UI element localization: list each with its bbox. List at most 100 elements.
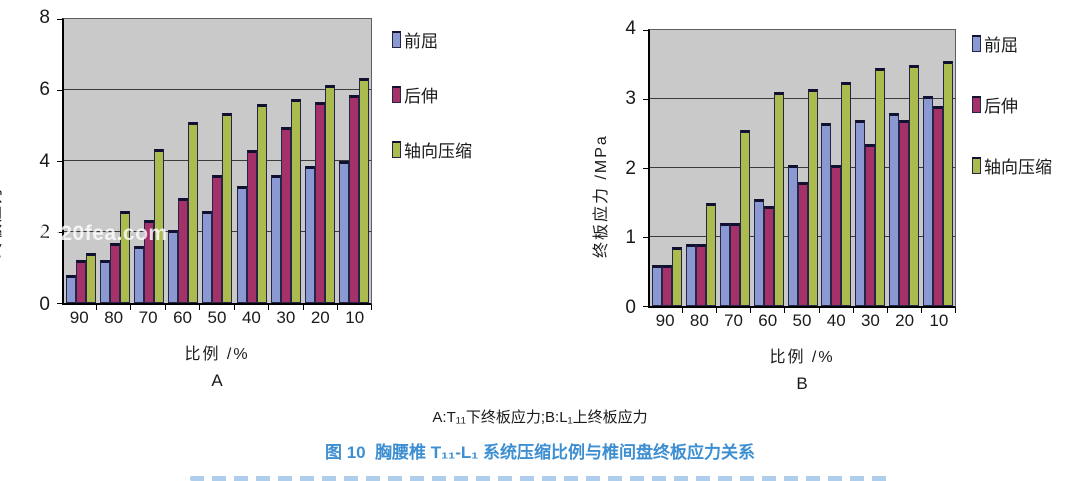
bar-groups [650,30,955,306]
bar-extension [763,205,774,306]
bar-axial-compression [705,202,716,306]
bar-group [650,30,684,306]
bar-front-flexion [66,274,77,303]
bar-axial-compression [222,113,233,303]
x-category-label: 30 [853,308,889,331]
bar-front-flexion [719,223,730,306]
figure-title: 图 10 胸腰椎 T₁₁-L₁ 系统压缩比例与椎间盘终板应力关系 [324,443,756,462]
panel-letter: A [211,371,223,390]
legend-swatch [392,31,401,48]
bar-group [718,30,752,306]
x-category-label: 90 [648,308,683,331]
bar-front-flexion [685,243,696,306]
bar-extension [899,119,910,306]
bar-axial-compression [188,121,199,303]
y-tick-mark [57,89,62,91]
bar-extension [695,243,706,306]
bar-group [337,19,371,303]
bar-axial-compression [807,88,818,306]
legend-item: 前屈 [392,27,472,52]
x-axis-title: 比例 /% [184,346,250,363]
legend: 前屈 后伸 轴向压缩 [972,31,1052,178]
bar-extension [110,242,121,303]
bar-axial-compression [739,130,750,306]
y-axis-label: 终板应力 /MPa [0,134,4,258]
bar-extension [797,181,808,306]
x-category-label: 40 [819,308,855,331]
y-tick-label: 0 [39,294,50,315]
bar-front-flexion [338,161,349,303]
bar-group [269,19,303,303]
legend: 前屈后伸轴向压缩 [392,27,472,162]
legend-swatch [972,35,981,52]
panel-letter: B [796,374,808,393]
y-tick-mark [643,305,648,307]
y-tick-label: 2 [39,222,50,244]
y-tick-mark [643,167,648,169]
x-category-label: 60 [165,305,201,328]
legend-item: 前屈 [972,31,1052,56]
bar-axial-compression [358,77,369,303]
bar-extension [280,127,291,303]
legend-item: 轴向压缩 [392,137,472,162]
x-axis-title: 比例 /% [769,349,835,366]
legend-item: 后伸 [392,82,472,107]
x-category-label: 50 [200,305,236,328]
bar-group [819,30,853,306]
bar-group [200,19,234,303]
bar-extension [246,150,257,303]
legend-swatch [392,86,401,103]
bar-extension [212,175,223,303]
y-tick-mark [57,302,62,304]
bar-group [64,19,98,303]
bar-extension [348,95,359,303]
y-tick-label: 4 [39,150,50,172]
bar-axial-compression [875,67,886,306]
x-category-label: 90 [62,305,98,328]
x-category-label: 70 [131,305,167,328]
x-category-label: 60 [751,308,786,331]
y-tick-label: 3 [625,87,636,109]
bar-groups [64,19,371,303]
y-tick-label: 6 [39,78,50,100]
legend-item: 轴向压缩 [972,153,1052,178]
bar-front-flexion [821,123,832,306]
chart-panel-a: 终板应力 /MPa 0 2 4 6 8 2020fea.com 90 80 70 60 50 40… [0,0,540,400]
x-category-label: 10 [922,308,957,331]
y-tick-mark [57,231,62,233]
y-axis-ticks: 0 2 4 6 8 [8,8,50,315]
bar-group [921,30,955,306]
gridline [64,160,371,161]
bar-front-flexion [753,199,764,306]
watermark-text: 2020fea.com [36,222,168,245]
bar-extension [831,164,842,306]
bar-extension [865,143,876,306]
y-tick-mark [643,236,648,238]
bar-group [166,19,200,303]
bar-group [853,30,887,306]
bar-group [303,19,337,303]
bar-front-flexion [270,175,281,303]
x-category-label: 20 [888,308,923,331]
x-category-label: 30 [269,305,305,328]
bar-group [752,30,786,306]
y-tick-label: 1 [625,227,636,249]
bar-front-flexion [236,185,247,303]
x-category-label: 10 [338,305,373,328]
legend-label: 后伸 [404,87,438,106]
x-category-label: 50 [785,308,820,331]
bar-axial-compression [290,98,301,303]
y-tick-label: 2 [625,157,636,179]
y-tick-label: 0 [625,297,636,318]
bar-group [786,30,820,306]
gridline [64,89,371,90]
bar-extension [314,102,325,303]
legend-item: 后伸 [972,92,1052,117]
bar-group [98,19,132,303]
bar-axial-compression [943,61,954,306]
sub-caption: A:T₁₁下终板应力;B:L₁上终板应力 [432,409,648,426]
bar-axial-compression [909,64,920,306]
bar-front-flexion [855,119,866,306]
